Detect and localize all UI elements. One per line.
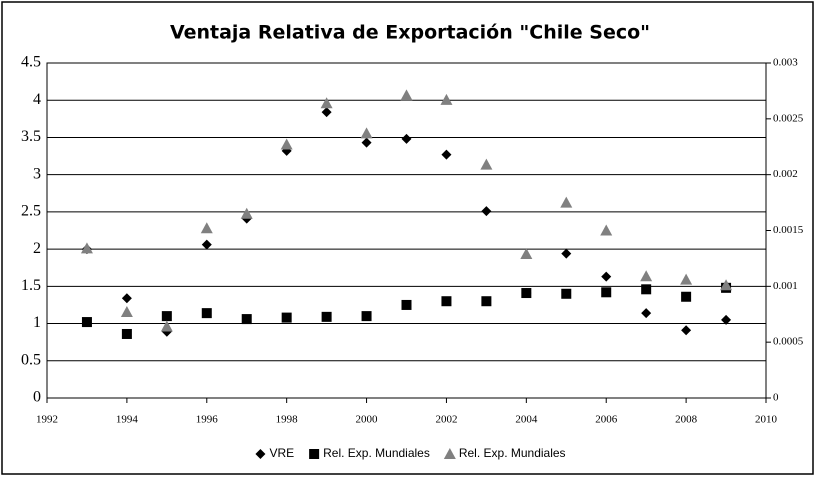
y2-tick-label: 0.0015 bbox=[773, 224, 804, 236]
y-tick-label: 2 bbox=[33, 240, 41, 257]
y-tick-label: 4.5 bbox=[21, 54, 41, 71]
x-tick-label: 2000 bbox=[356, 414, 379, 426]
triangle-marker bbox=[360, 127, 373, 139]
y-tick-label: 0 bbox=[33, 389, 41, 406]
x-tick-label: 2010 bbox=[755, 414, 778, 426]
diamond-marker bbox=[255, 449, 266, 459]
triangle-marker bbox=[240, 207, 253, 219]
y-tick-label: 1.5 bbox=[21, 277, 41, 294]
diamond-marker bbox=[561, 248, 572, 259]
diamond-marker bbox=[601, 271, 612, 282]
x-tick-label: 2002 bbox=[435, 414, 457, 426]
triangle-marker bbox=[280, 138, 293, 150]
square-marker bbox=[641, 284, 652, 295]
diamond-marker bbox=[201, 239, 212, 250]
square-marker bbox=[561, 288, 572, 299]
square-marker bbox=[681, 291, 692, 302]
triangle-marker bbox=[200, 222, 213, 234]
y-tick-label: 2.5 bbox=[21, 203, 41, 220]
diamond-marker bbox=[321, 107, 332, 118]
triangle-marker bbox=[600, 224, 613, 236]
diamond-marker bbox=[441, 149, 452, 160]
legend-label: VRE bbox=[269, 446, 294, 460]
y2-tick-label: 0.0025 bbox=[773, 112, 804, 124]
triangle-marker bbox=[160, 320, 173, 332]
y-tick-label: 1 bbox=[33, 314, 41, 331]
square-marker bbox=[321, 311, 332, 322]
triangle-marker bbox=[320, 97, 333, 109]
diamond-marker bbox=[681, 325, 692, 336]
x-tick-label: 1994 bbox=[116, 414, 139, 426]
triangle-marker bbox=[120, 306, 133, 318]
square-marker bbox=[521, 288, 532, 299]
diamond-marker bbox=[121, 293, 132, 304]
triangle-marker bbox=[520, 247, 533, 259]
diamond-marker bbox=[641, 308, 652, 319]
square-marker bbox=[601, 287, 612, 298]
square-marker bbox=[281, 312, 292, 323]
y-tick-label: 0.5 bbox=[21, 351, 41, 368]
square-marker bbox=[81, 317, 92, 328]
triangle-marker bbox=[440, 93, 453, 105]
y2-tick-label: 0.002 bbox=[773, 168, 798, 180]
y-tick-label: 4 bbox=[33, 91, 41, 108]
y2-tick-label: 0.003 bbox=[773, 57, 798, 69]
y2-tick-label: 0.0005 bbox=[773, 336, 804, 348]
diamond-marker bbox=[401, 133, 412, 144]
square-marker bbox=[441, 296, 452, 307]
square-marker bbox=[121, 328, 132, 339]
square-marker bbox=[241, 314, 252, 325]
y-tick-label: 3.5 bbox=[21, 128, 41, 145]
triangle-marker bbox=[640, 270, 653, 282]
y2-tick-label: 0.001 bbox=[773, 280, 798, 292]
x-tick-label: 1992 bbox=[36, 414, 58, 426]
triangle-marker bbox=[400, 89, 413, 101]
x-tick-label: 1998 bbox=[276, 414, 299, 426]
y2-tick-label: 0 bbox=[773, 392, 779, 404]
diamond-marker bbox=[361, 137, 372, 148]
chart-title: Ventaja Relativa de Exportación "Chile S… bbox=[170, 22, 650, 44]
square-marker bbox=[361, 311, 372, 322]
x-tick-label: 2008 bbox=[675, 414, 698, 426]
square-marker bbox=[401, 299, 412, 310]
triangle-marker bbox=[80, 242, 93, 254]
triangle-marker bbox=[560, 196, 573, 208]
triangle-marker bbox=[480, 158, 493, 170]
triangle-marker bbox=[680, 273, 693, 285]
x-tick-label: 2006 bbox=[595, 414, 618, 426]
square-marker bbox=[309, 449, 320, 459]
x-tick-label: 1996 bbox=[196, 414, 219, 426]
square-marker bbox=[481, 296, 492, 307]
plot-frame bbox=[46, 62, 767, 399]
diamond-marker bbox=[481, 206, 492, 217]
square-marker bbox=[201, 308, 212, 319]
x-tick-label: 2004 bbox=[515, 414, 538, 426]
legend-label: Rel. Exp. Mundiales bbox=[323, 446, 430, 460]
triangle-marker bbox=[720, 279, 733, 291]
legend-label: Rel. Exp. Mundiales bbox=[459, 446, 566, 460]
square-marker bbox=[161, 311, 172, 322]
y-tick-label: 3 bbox=[33, 165, 41, 182]
diamond-marker bbox=[721, 314, 732, 325]
triangle-marker bbox=[443, 448, 456, 459]
